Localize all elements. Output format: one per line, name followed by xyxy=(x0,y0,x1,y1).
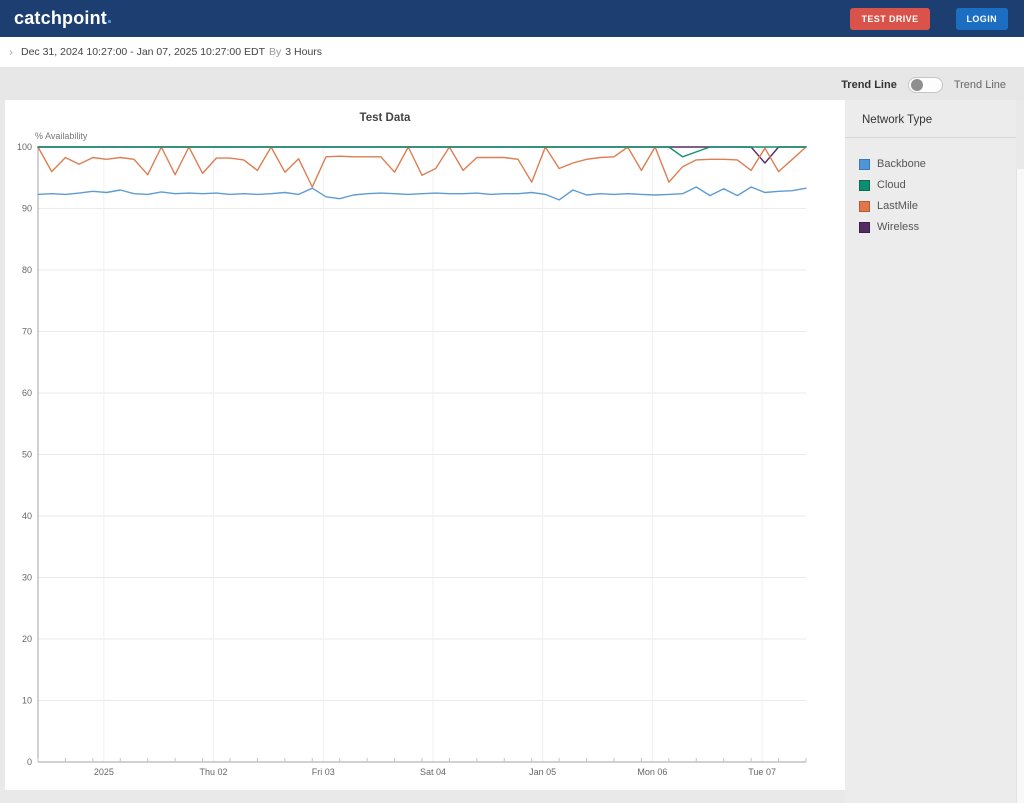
chart-title: Test Data xyxy=(359,112,411,124)
svg-text:Sat 04: Sat 04 xyxy=(420,767,446,777)
svg-text:60: 60 xyxy=(22,388,32,398)
svg-text:90: 90 xyxy=(22,204,32,214)
legend-swatch-icon xyxy=(859,158,870,170)
app-header: catchpoint TEST DRIVE LOGIN xyxy=(0,0,1024,37)
test-drive-button[interactable]: TEST DRIVE xyxy=(850,7,930,30)
svg-text:100: 100 xyxy=(17,142,32,152)
svg-text:Thu 02: Thu 02 xyxy=(200,767,228,777)
svg-text:40: 40 xyxy=(22,511,32,521)
series-line-cloud xyxy=(37,146,807,158)
legend-list: Backbone Cloud LastMile Wireless xyxy=(845,138,1016,233)
legend-item-label: Cloud xyxy=(877,179,906,191)
breadcrumb: › Dec 31, 2024 10:27:00 - Jan 07, 2025 1… xyxy=(0,37,1024,68)
legend-item-label: Backbone xyxy=(877,158,926,170)
login-button[interactable]: LOGIN xyxy=(955,7,1008,30)
interval-label[interactable]: 3 Hours xyxy=(285,46,323,58)
by-label: By xyxy=(269,46,282,58)
svg-text:Fri 03: Fri 03 xyxy=(312,767,335,777)
date-range-label[interactable]: Dec 31, 2024 10:27:00 - Jan 07, 2025 10:… xyxy=(21,46,266,58)
svg-text:Mon 06: Mon 06 xyxy=(637,767,667,777)
chart-toolbar: Trend Line Trend Line xyxy=(0,69,1024,100)
catchpoint-logo: catchpoint xyxy=(14,8,111,29)
legend-title: Network Type xyxy=(862,114,933,126)
y-axis-title: % Availability xyxy=(35,131,88,141)
main-content: 0 10 20 30 40 50 60 70 80 90 100 2025 Thu 02 Fri 03 Sa… xyxy=(0,100,1024,803)
trend-line-label-right: Trend Line xyxy=(953,78,1006,91)
svg-text:80: 80 xyxy=(22,265,32,275)
svg-text:Jan 05: Jan 05 xyxy=(529,767,556,777)
svg-text:Tue 07: Tue 07 xyxy=(748,767,776,777)
legend-item-lastmile[interactable]: LastMile xyxy=(859,200,1016,212)
legend-panel: Network Type Backbone Cloud LastMile Wirele… xyxy=(845,100,1016,803)
scrollbar-track[interactable] xyxy=(1016,169,1024,803)
legend-swatch-icon xyxy=(859,179,870,191)
legend-item-backbone[interactable]: Backbone xyxy=(859,158,1016,170)
legend-divider xyxy=(845,137,1016,138)
chart-panel: 0 10 20 30 40 50 60 70 80 90 100 2025 Thu 02 Fri 03 Sa… xyxy=(5,100,845,790)
series-line-backbone xyxy=(37,186,807,201)
svg-text:0: 0 xyxy=(27,757,32,767)
svg-text:30: 30 xyxy=(22,573,32,583)
svg-text:10: 10 xyxy=(22,696,32,706)
trend-line-label: Trend Line xyxy=(841,78,897,91)
legend-swatch-icon xyxy=(859,221,870,233)
legend-swatch-icon xyxy=(859,200,870,212)
series-line-wireless xyxy=(37,146,807,164)
svg-text:70: 70 xyxy=(22,327,32,337)
legend-item-label: Wireless xyxy=(877,221,920,233)
toggle-knob xyxy=(910,78,923,91)
legend-item-wireless[interactable]: Wireless xyxy=(859,221,1016,233)
svg-text:20: 20 xyxy=(22,634,32,644)
svg-text:50: 50 xyxy=(22,450,32,460)
trend-line-toggle[interactable] xyxy=(907,76,943,93)
legend-item-label: LastMile xyxy=(877,200,918,212)
svg-text:2025: 2025 xyxy=(94,767,114,777)
availability-chart: 0 10 20 30 40 50 60 70 80 90 100 2025 Thu 02 Fri 03 Sa… xyxy=(17,142,807,777)
legend-item-cloud[interactable]: Cloud xyxy=(859,179,1016,191)
series-line-lastmile xyxy=(37,146,807,188)
chevron-right-icon[interactable]: › xyxy=(9,45,13,59)
